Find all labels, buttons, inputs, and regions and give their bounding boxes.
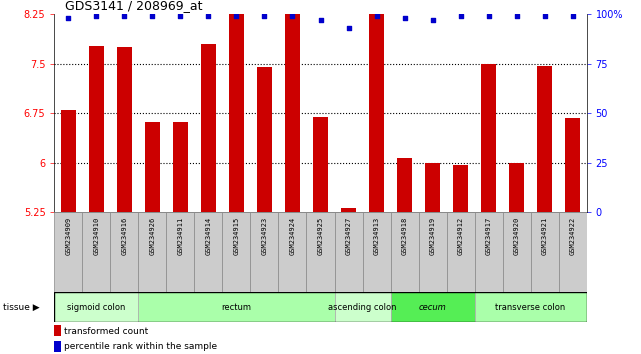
Text: rectum: rectum [222,303,251,312]
Bar [54,292,138,322]
Text: GDS3141 / 208969_at: GDS3141 / 208969_at [65,0,203,12]
Bar [565,118,580,212]
Bar [251,212,278,292]
Bar [167,212,194,292]
Text: sigmoid colon: sigmoid colon [67,303,126,312]
Bar [110,212,138,292]
Bar [138,292,335,322]
Text: ascending colon: ascending colon [328,303,397,312]
Point [147,13,158,19]
Point [260,13,270,19]
Text: GSM234924: GSM234924 [290,216,296,255]
Bar [369,11,384,212]
Text: GSM234920: GSM234920 [513,216,519,255]
Text: GSM234926: GSM234926 [149,216,156,255]
Bar [397,158,412,212]
Text: cecum: cecum [419,303,446,312]
Bar [173,122,188,212]
Text: GSM234927: GSM234927 [345,216,351,255]
Bar [229,0,244,212]
Bar [89,46,104,212]
Text: GSM234925: GSM234925 [317,216,324,255]
Text: GSM234913: GSM234913 [374,216,379,255]
Bar [201,44,216,212]
Bar [54,212,83,292]
Text: GSM234912: GSM234912 [458,216,463,255]
Point [63,15,74,21]
Bar [531,212,558,292]
Text: GSM234923: GSM234923 [262,216,267,255]
Bar [313,116,328,212]
Bar [222,212,251,292]
Text: GSM234918: GSM234918 [401,216,408,255]
Text: percentile rank within the sample: percentile rank within the sample [64,342,217,352]
Bar [537,66,552,212]
Text: transformed count: transformed count [64,326,148,336]
Point [455,13,465,19]
Bar [145,122,160,212]
Bar [390,212,419,292]
Bar [306,212,335,292]
Bar [419,212,447,292]
Point [176,13,186,19]
Point [567,13,578,19]
Bar [390,292,474,322]
Bar [474,292,587,322]
Bar [474,212,503,292]
Point [483,13,494,19]
Text: GSM234919: GSM234919 [429,216,435,255]
Point [287,13,297,19]
Point [315,17,326,23]
Bar [54,341,61,353]
Text: GSM234916: GSM234916 [122,216,128,255]
Bar [257,67,272,212]
Text: tissue ▶: tissue ▶ [3,303,40,312]
Bar [509,163,524,212]
Bar [335,292,390,322]
Bar [278,212,306,292]
Bar [363,212,390,292]
Bar [83,212,110,292]
Point [371,13,381,19]
Text: GSM234915: GSM234915 [233,216,240,255]
Point [119,13,129,19]
Text: GSM234909: GSM234909 [65,216,72,255]
Bar [558,212,587,292]
Text: GSM234910: GSM234910 [94,216,99,255]
Text: GSM234917: GSM234917 [485,216,492,255]
Text: GSM234911: GSM234911 [178,216,183,255]
Bar [194,212,222,292]
Bar [285,11,300,212]
Point [399,15,410,21]
Bar [341,208,356,212]
Bar [503,212,531,292]
Text: GSM234922: GSM234922 [569,216,576,255]
Bar [54,325,61,336]
Bar [335,212,363,292]
Bar [117,46,132,212]
Point [203,13,213,19]
Point [92,13,102,19]
Bar [447,212,474,292]
Text: transverse colon: transverse colon [495,303,565,312]
Point [231,13,242,19]
Point [512,13,522,19]
Bar [61,110,76,212]
Bar [481,64,496,212]
Bar [453,165,468,212]
Point [428,17,438,23]
Point [539,13,549,19]
Bar [425,163,440,212]
Point [344,25,354,31]
Text: GSM234921: GSM234921 [542,216,547,255]
Text: GSM234914: GSM234914 [206,216,212,255]
Bar [138,212,167,292]
